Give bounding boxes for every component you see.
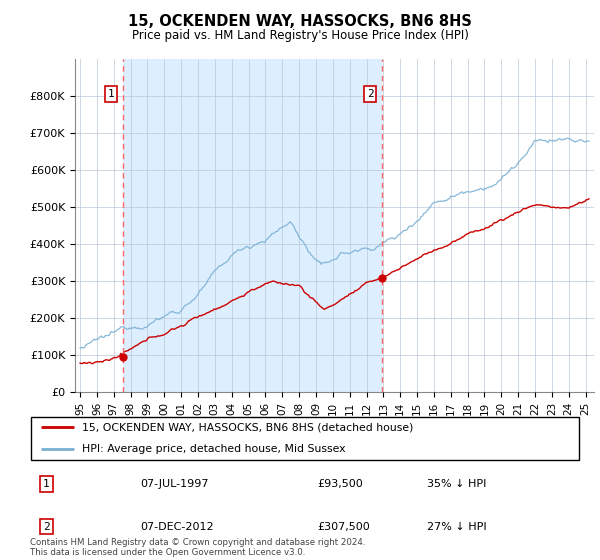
Text: 15, OCKENDEN WAY, HASSOCKS, BN6 8HS (detached house): 15, OCKENDEN WAY, HASSOCKS, BN6 8HS (det… — [82, 422, 414, 432]
Text: 07-DEC-2012: 07-DEC-2012 — [140, 521, 214, 531]
Text: 35% ↓ HPI: 35% ↓ HPI — [427, 479, 487, 489]
Text: £307,500: £307,500 — [317, 521, 370, 531]
Text: Contains HM Land Registry data © Crown copyright and database right 2024.
This d: Contains HM Land Registry data © Crown c… — [30, 538, 365, 557]
Text: 1: 1 — [107, 89, 114, 99]
Text: 07-JUL-1997: 07-JUL-1997 — [140, 479, 209, 489]
Text: £93,500: £93,500 — [317, 479, 363, 489]
Text: 2: 2 — [43, 521, 50, 531]
Text: 1: 1 — [43, 479, 50, 489]
Text: 15, OCKENDEN WAY, HASSOCKS, BN6 8HS: 15, OCKENDEN WAY, HASSOCKS, BN6 8HS — [128, 14, 472, 29]
Text: 2: 2 — [367, 89, 374, 99]
Text: Price paid vs. HM Land Registry's House Price Index (HPI): Price paid vs. HM Land Registry's House … — [131, 29, 469, 42]
Text: 27% ↓ HPI: 27% ↓ HPI — [427, 521, 487, 531]
FancyBboxPatch shape — [31, 417, 579, 460]
Bar — [122, 59, 382, 392]
Text: HPI: Average price, detached house, Mid Sussex: HPI: Average price, detached house, Mid … — [82, 444, 346, 454]
